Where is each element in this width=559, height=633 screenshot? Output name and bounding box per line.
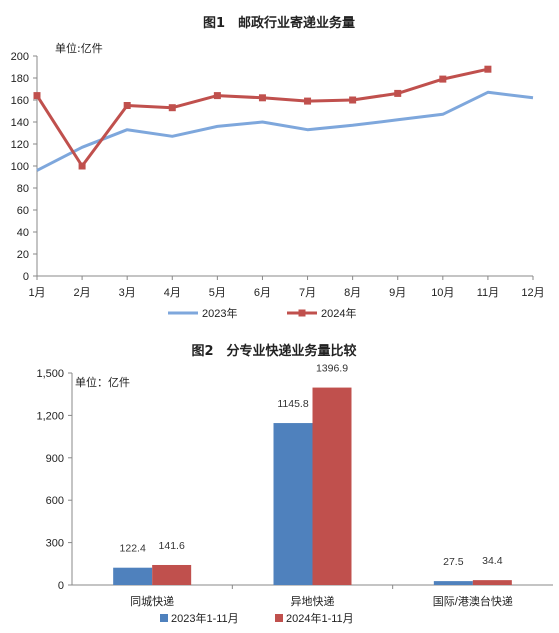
chart1-x-tick-label: 6月 [254,287,271,299]
chart2-title: 图2 分专业快递业务量比较 [191,343,356,359]
chart1-series-line-1 [36,90,534,172]
chart1-x-tick-label: 2月 [74,287,91,299]
chart2-y-tick-label: 1,500 [36,368,64,380]
chart2-data-label: 122.4 [120,543,146,555]
chart1-title: 图1 邮政行业寄递业务量 [203,15,355,31]
chart2-legend-label: 2024年1-11月 [286,611,354,625]
chart1-x-tick-label: 9月 [389,287,406,299]
chart2-bars: 122.4 141.6 1145.8 1396.9 27.5 34.4 [113,363,512,585]
chart1-data-point [213,92,221,100]
chart2-bar [472,580,512,585]
chart1-y-tick-label: 100 [11,161,29,173]
chart2-y-tick-label: 1,200 [36,410,64,422]
chart1-y-tick-label: 200 [11,51,29,63]
chart1-legend-label: 2024年 [321,306,356,320]
chart1-y-tick-label: 20 [17,249,29,261]
chart2-y-tick-label: 600 [46,495,64,507]
chart1-data-point [304,97,312,105]
chart2-bar [312,387,352,585]
chart2-x-tick-label: 国际/港澳台快递 [433,594,513,608]
chart2-data-label: 34.4 [482,555,503,567]
chart2-legend-swatch [275,614,283,622]
chart1-data-point [484,65,492,73]
chart1-x-tick-label: 3月 [119,287,136,299]
chart2-data-label: 27.5 [443,556,464,568]
chart1-x-tick-label: 12月 [521,287,544,299]
chart1-x-tick-label: 4月 [164,287,181,299]
chart2-bar [152,564,192,585]
chart1-y-tick-label: 40 [17,227,29,239]
chart1-unit-label: 单位:亿件 [55,41,103,55]
chart2-x-tick-label: 同城快递 [130,594,174,608]
chart1-series [33,65,534,172]
chart1-axes: 0 20 40 60 80 100 120 140 160 180 200 1月 2月 3月 4月 5月 6月 7… [11,51,545,299]
chart1-y-tick-label: 140 [11,117,29,129]
chart2-bar [113,567,153,585]
chart1-legend-marker [298,309,306,317]
chart1-y-tick-label: 60 [17,205,29,217]
chart2-bar [273,423,313,585]
chart1-y-tick-label: 120 [11,139,29,151]
chart1-legend-label: 2023年 [202,306,237,320]
chart1-data-point [258,94,266,102]
chart1-x-tick-label: 5月 [209,287,226,299]
line-chart: 图1 邮政行业寄递业务量 单位:亿件 0 20 40 60 80 100 120 140 160… [11,15,545,320]
chart1-x-tick-label: 10月 [431,287,454,299]
chart2-x-tick-label: 异地快递 [291,594,335,608]
chart1-data-point [394,89,402,97]
chart2-data-label: 141.6 [159,540,185,552]
chart2-legend-swatch [160,614,168,622]
chart2-legend: 2023年1-11月 2024年1-11月 [160,611,354,625]
chart1-data-point [78,162,86,170]
chart1-y-tick-label: 160 [11,95,29,107]
chart1-data-point [123,102,131,109]
chart1-y-tick-label: 80 [17,183,29,195]
chart2-bar [433,581,473,585]
chart1-x-tick-label: 7月 [299,287,316,299]
bar-chart: 图2 分专业快递业务量比较 单位：亿件 0 300 600 900 1,200 1,500… [36,343,553,625]
chart2-data-label: 1145.8 [277,398,308,410]
chart2-unit-label: 单位：亿件 [75,375,130,389]
chart1-data-point [439,75,447,83]
chart1-y-tick-label: 0 [23,271,29,283]
chart2-y-tick-label: 0 [58,580,64,592]
chart1-legend: 2023年 2024年 [168,306,356,320]
chart2-legend-label: 2023年1-11月 [171,611,239,625]
chart1-x-tick-label: 1月 [28,287,45,299]
chart1-y-tick-label: 180 [11,73,29,85]
chart1-data-point [349,96,357,104]
chart2-data-label: 1396.9 [316,363,348,375]
chart2-y-tick-label: 900 [46,453,64,465]
chart2-y-tick-label: 300 [46,538,64,550]
chart1-x-tick-label: 11月 [477,287,499,299]
chart1-x-tick-label: 8月 [344,287,361,299]
chart1-data-point [168,104,176,112]
chart1-data-point [33,92,41,100]
